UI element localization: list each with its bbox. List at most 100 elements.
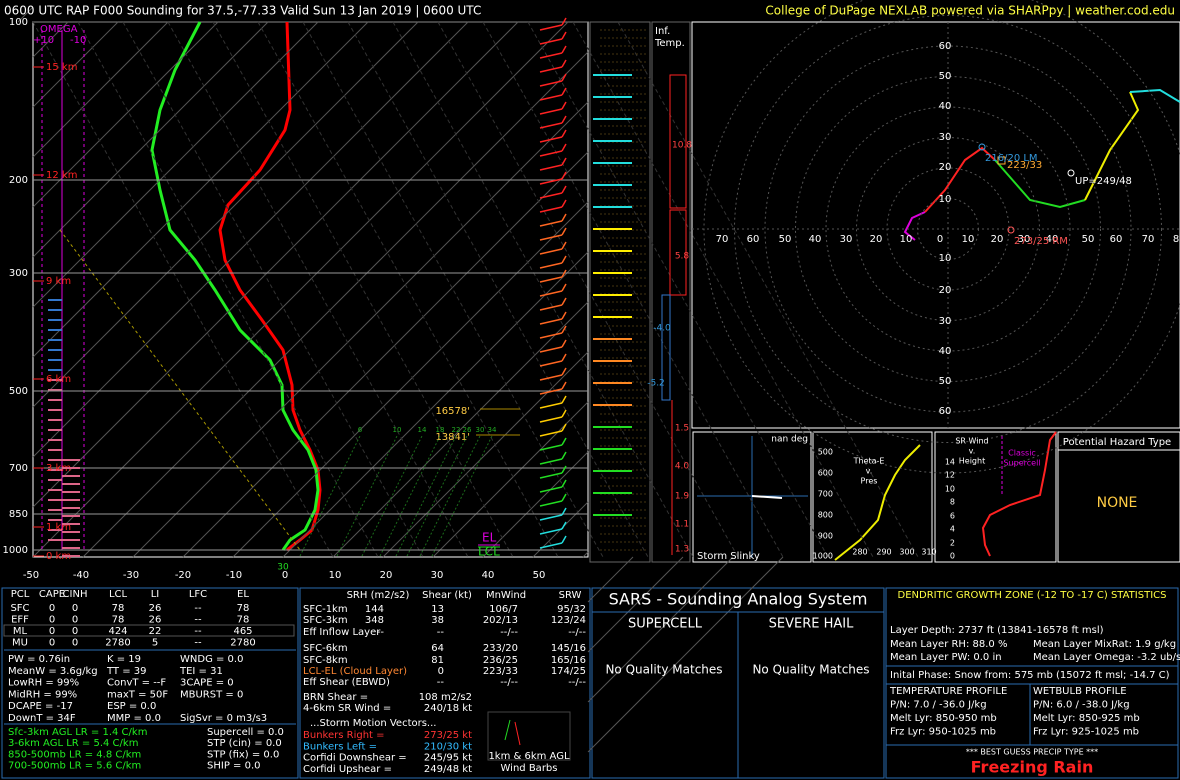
wind-barb [561, 353, 567, 362]
height-label: 1 km [46, 522, 71, 533]
composite-index: Supercell = 0.0 [207, 727, 284, 738]
index-value: MeanW = 3.6g/kg [8, 666, 98, 677]
isotherm [32, 21, 69, 58]
parcel-cell: 22 [149, 626, 162, 637]
index-value: DownT = 34F [8, 713, 76, 724]
isotherm [32, 21, 319, 308]
composite-index: STP (cin) = 0.0 [207, 738, 282, 749]
wind-barb [539, 346, 563, 353]
wind-barb [539, 430, 563, 437]
wind-barb [561, 311, 567, 320]
theta-e-y-label: 900 [818, 532, 833, 541]
wind-barb [539, 136, 563, 143]
isotherm [32, 21, 269, 258]
wind-barb [539, 276, 563, 283]
index-value: K = 19 [107, 654, 141, 665]
sr-wind-y-label: 2 [950, 539, 955, 548]
dgz-stat: Mean Layer MixRat: 1.9 g/kg [1033, 639, 1176, 650]
slinky-title: Storm Slinky [697, 551, 760, 562]
index-value: LowRH = 99% [8, 678, 79, 689]
el-label: EL [482, 531, 497, 545]
wind-barb [539, 164, 563, 171]
kinematic-value: 123/24 [551, 615, 586, 626]
wind-barb [561, 73, 567, 82]
lapse-rate: Sfc-3km AGL LR = 1.4 C/km [8, 727, 147, 738]
kinematic-value: 233/20 [483, 643, 518, 654]
slinky-direction: nan deg [771, 435, 808, 445]
inferred-temp-value: -4.0 [653, 324, 671, 334]
upshear [1067, 169, 1075, 177]
wind-barb [561, 87, 567, 96]
hodo-label: 40 [939, 346, 952, 357]
kinematic-label: Eff Shear (EBWD) [303, 677, 390, 688]
isotherm [482, 451, 589, 558]
hodo-label: 20 [939, 162, 952, 173]
parcel-header: LFC [189, 589, 207, 600]
kinematic-value: 81 [431, 655, 444, 666]
hodo-label: 30 [1018, 234, 1031, 245]
isotherm [182, 151, 589, 558]
theta-e-y-label: 800 [818, 511, 833, 520]
kinematic-value: --/-- [500, 677, 518, 688]
supercell-label: Classic [1008, 449, 1036, 458]
wind-barb [561, 227, 567, 236]
isotherm [32, 21, 169, 158]
lapse-rate: 850-500mb LR = 4.8 C/km [8, 749, 141, 760]
temp-label: 10 [329, 570, 342, 581]
wind-barb [539, 514, 563, 521]
pressure-label: 700 [9, 463, 28, 474]
wind-barb [539, 304, 563, 311]
wind-barb [561, 535, 567, 544]
dgz-stat: Mean Layer RH: 88.0 % [890, 639, 1007, 650]
dry-adiabat [572, 21, 874, 558]
omega-label: -10 [70, 35, 86, 46]
mixing-ratio-label: 22 [452, 426, 461, 434]
kinematic-value: 348 [365, 615, 384, 626]
kinematic-value: -- [437, 677, 445, 688]
kinematic-label: 4-6km SR Wind = [303, 703, 391, 714]
isotherm [587, 556, 784, 753]
theta-e-y-label: 500 [818, 448, 833, 457]
parcel-cell: 26 [149, 615, 162, 626]
wind-barb [539, 262, 563, 269]
storm-motion-label: Bunkers Right = [303, 730, 385, 741]
isotherm [587, 556, 734, 703]
kinematic-value: 145/16 [551, 643, 586, 654]
wind-barb [561, 437, 567, 446]
dgz-profile: Frz Lyr: 950-1025 mb [890, 727, 996, 738]
precip-title: *** BEST GUESS PRECIP TYPE *** [966, 748, 1098, 757]
parcel-cell: 26 [149, 603, 162, 614]
hodo-label: 50 [1082, 234, 1095, 245]
isotherm [282, 251, 589, 558]
dgz-profile: Frz Lyr: 925-1025 mb [1033, 727, 1139, 738]
wind-barb [539, 528, 563, 535]
index-value: TEI = 31 [179, 666, 223, 677]
temp-label: -20 [175, 570, 191, 581]
kinematic-value: 0 [438, 666, 444, 677]
wind-barb [539, 52, 563, 59]
dgz-label: 13841' [435, 432, 470, 443]
index-value: ConvT = --F [107, 678, 166, 689]
wind-barb [504, 719, 511, 741]
hodo-0-1km [903, 211, 926, 241]
index-value: SigSvr = 0 m3/s3 [180, 713, 267, 724]
wind-barb [561, 115, 567, 124]
sr-wind-title: SR Wind [955, 437, 988, 446]
mixing-ratio-label: 26 [463, 426, 472, 434]
hodo-label: 50 [939, 71, 952, 82]
kinematic-label: SFC-1km [303, 604, 348, 615]
theta-e-y-label: 700 [818, 490, 833, 499]
inferred-temp-value: 4.0 [675, 462, 690, 472]
sr-wind-y-label: 4 [950, 525, 955, 534]
hazard-title: Potential Hazard Type [1063, 437, 1171, 448]
wind-barb [561, 381, 567, 390]
parcel-cell: 78 [237, 615, 250, 626]
theta-e-y-label: 600 [818, 469, 833, 478]
kinematic-value: 236/25 [483, 655, 518, 666]
parcel-cell: 78 [112, 615, 125, 626]
wind-barb [539, 332, 563, 339]
parcel-cell: 0 [49, 615, 55, 626]
inferred-temp-title: Temp. [654, 38, 685, 49]
hodo-9-12km [1129, 88, 1180, 103]
